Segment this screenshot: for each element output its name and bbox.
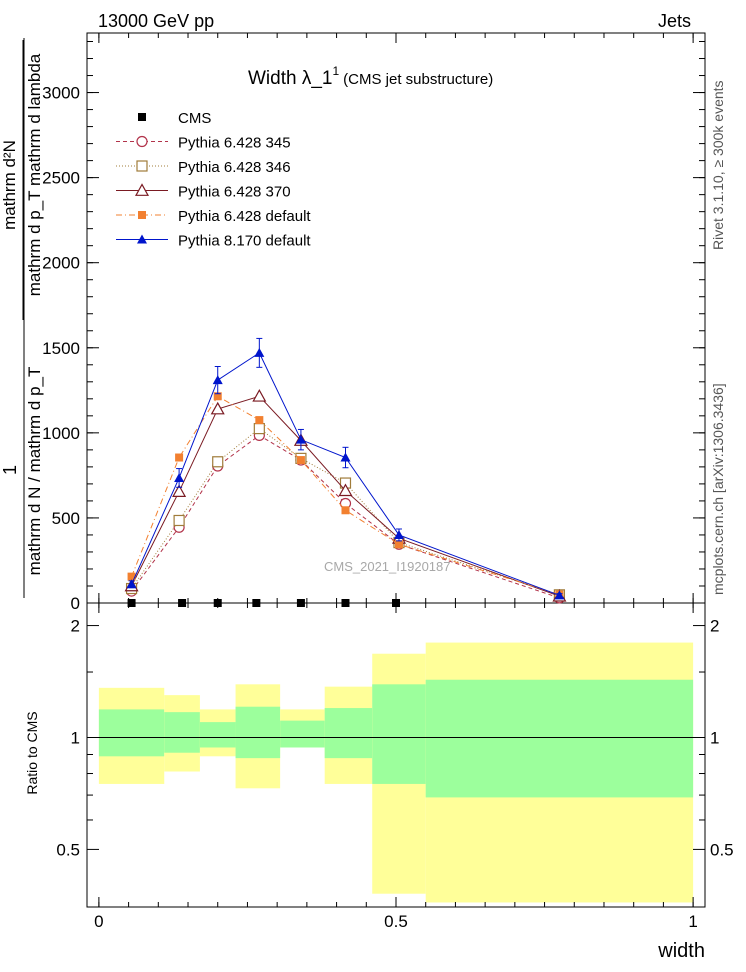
data-point-p8def — [340, 452, 351, 462]
data-point-cms — [178, 599, 187, 607]
analysis-watermark: CMS_2021_I1920187 — [324, 559, 451, 574]
data-point-p346 — [173, 514, 185, 527]
legend-marker-cms — [138, 113, 146, 121]
ratio-band-inner-2 — [199, 722, 236, 748]
data-point-cms — [252, 599, 261, 607]
legend-label-p6def: Pythia 6.428 default — [178, 208, 311, 225]
data-point-p346 — [253, 422, 265, 435]
y-tick-label: 2500 — [42, 169, 80, 188]
data-point-cms — [392, 599, 400, 607]
series-line-p346 — [131, 427, 560, 596]
y-tick-label: 1500 — [42, 339, 80, 358]
header-right: Jets — [658, 11, 691, 31]
y-tick-label: 1000 — [42, 424, 80, 443]
data-point-p8def — [174, 472, 185, 482]
series-line-p6def — [131, 395, 560, 595]
data-point-cms — [341, 599, 350, 607]
ratio-band-inner-3 — [235, 706, 281, 759]
ratio-band-inner-6 — [372, 684, 426, 784]
mcplots-label: mcplots.cern.ch [arXiv:1306.3436] — [710, 383, 726, 595]
data-point-p8def — [254, 347, 265, 357]
y-label-denominator: mathrm d p_T mathrm d lambda — [25, 53, 44, 296]
data-point-p6def — [341, 506, 350, 515]
data-point-p370 — [338, 483, 353, 497]
y-tick-label: 2000 — [42, 254, 80, 273]
data-point-p6def — [255, 416, 264, 425]
y-tick-label: 500 — [52, 509, 80, 528]
legend-marker-p8def — [137, 234, 147, 244]
y-label-numerator: mathrm d²N — [0, 140, 19, 230]
ratio-y-tick-label: 2 — [71, 617, 80, 636]
data-point-p6def — [394, 540, 403, 549]
ratio-band-inner-5 — [324, 708, 373, 759]
ratio-band-inner-7 — [425, 679, 694, 798]
series-cms — [127, 599, 400, 607]
ratio-y-tick-label: 1 — [71, 728, 80, 747]
series-layer — [124, 337, 567, 607]
data-point-p370 — [252, 389, 267, 402]
data-point-p370 — [172, 484, 187, 497]
ratio-band-inner-0 — [98, 709, 165, 757]
data-point-cms — [296, 599, 305, 607]
chart-title: Width λ_11 (CMS jet substructure) — [248, 64, 493, 89]
ratio-y-tick-label: 0.5 — [56, 840, 80, 859]
chart-title-sub: (CMS jet substructure) — [343, 71, 493, 88]
legend: CMS Pythia 6.428 345 Pythia 6.428 346 Pythi… — [116, 110, 311, 250]
data-point-cms — [213, 599, 222, 607]
series-line-p8def — [131, 352, 560, 596]
data-point-p8def — [126, 579, 137, 589]
legend-label-p345: Pythia 6.428 345 — [178, 135, 291, 152]
data-point-p8def — [295, 434, 306, 444]
ratio-band-inner-4 — [280, 720, 325, 748]
x-tick-label: 0.5 — [384, 912, 408, 931]
legend-marker-p345 — [136, 135, 148, 148]
series-line-p370 — [131, 395, 560, 597]
main-y-axis-label: 1 mathrm d N / mathrm d p_T mathrm d²N m… — [0, 38, 44, 598]
data-point-p370 — [210, 401, 225, 415]
legend-marker-p6def — [138, 211, 146, 219]
legend-label-p370: Pythia 6.428 370 — [178, 184, 291, 201]
y-tick-label: 0 — [71, 594, 80, 613]
data-point-p6def — [296, 456, 305, 465]
data-point-p6def — [127, 572, 136, 581]
chart-title-main: Width λ_1 — [248, 68, 332, 89]
series-p8def — [126, 337, 565, 600]
data-point-p6def — [213, 392, 222, 401]
ratio-band-inner-1 — [164, 712, 200, 753]
data-point-p8def — [212, 375, 223, 385]
rivet-label: Rivet 3.1.10, ≥ 300k events — [710, 80, 726, 250]
legend-label-cms: CMS — [178, 110, 211, 127]
series-line-p345 — [131, 434, 560, 599]
data-point-cms — [127, 599, 136, 607]
data-point-p6def — [175, 453, 184, 462]
ratio-y-axis-label: Ratio to CMS — [24, 711, 40, 794]
legend-label-p8def: Pythia 8.170 default — [178, 233, 311, 250]
legend-label-p346: Pythia 6.428 346 — [178, 159, 291, 176]
chart-title-sup: 1 — [332, 64, 339, 78]
data-point-p8def — [393, 529, 404, 539]
ratio-y-tick-label-right: 2 — [710, 617, 719, 636]
legend-marker-p370 — [134, 183, 150, 196]
ratio-bands — [98, 642, 694, 903]
y-tick-label: 3000 — [42, 84, 80, 103]
x-axis-label: width — [657, 940, 705, 962]
y-label-prefix-den: mathrm d N / mathrm d p_T — [25, 367, 44, 576]
x-tick-label: 1 — [688, 912, 697, 931]
data-point-p8def — [554, 590, 565, 600]
legend-marker-p346 — [136, 160, 148, 172]
ratio-y-tick-label-right: 1 — [710, 728, 719, 747]
header-left: 13000 GeV pp — [98, 11, 214, 31]
ratio-y-tick-label-right: 0.5 — [710, 840, 734, 859]
x-tick-label: 0 — [94, 912, 103, 931]
axis-ticks: 0 0.5 1 0 500 1000 1500 2000 2500 3000 0.5 0.5 1 1 2 2 — [42, 33, 734, 931]
data-point-p346 — [212, 456, 224, 468]
y-label-prefix-num: 1 — [0, 465, 20, 475]
